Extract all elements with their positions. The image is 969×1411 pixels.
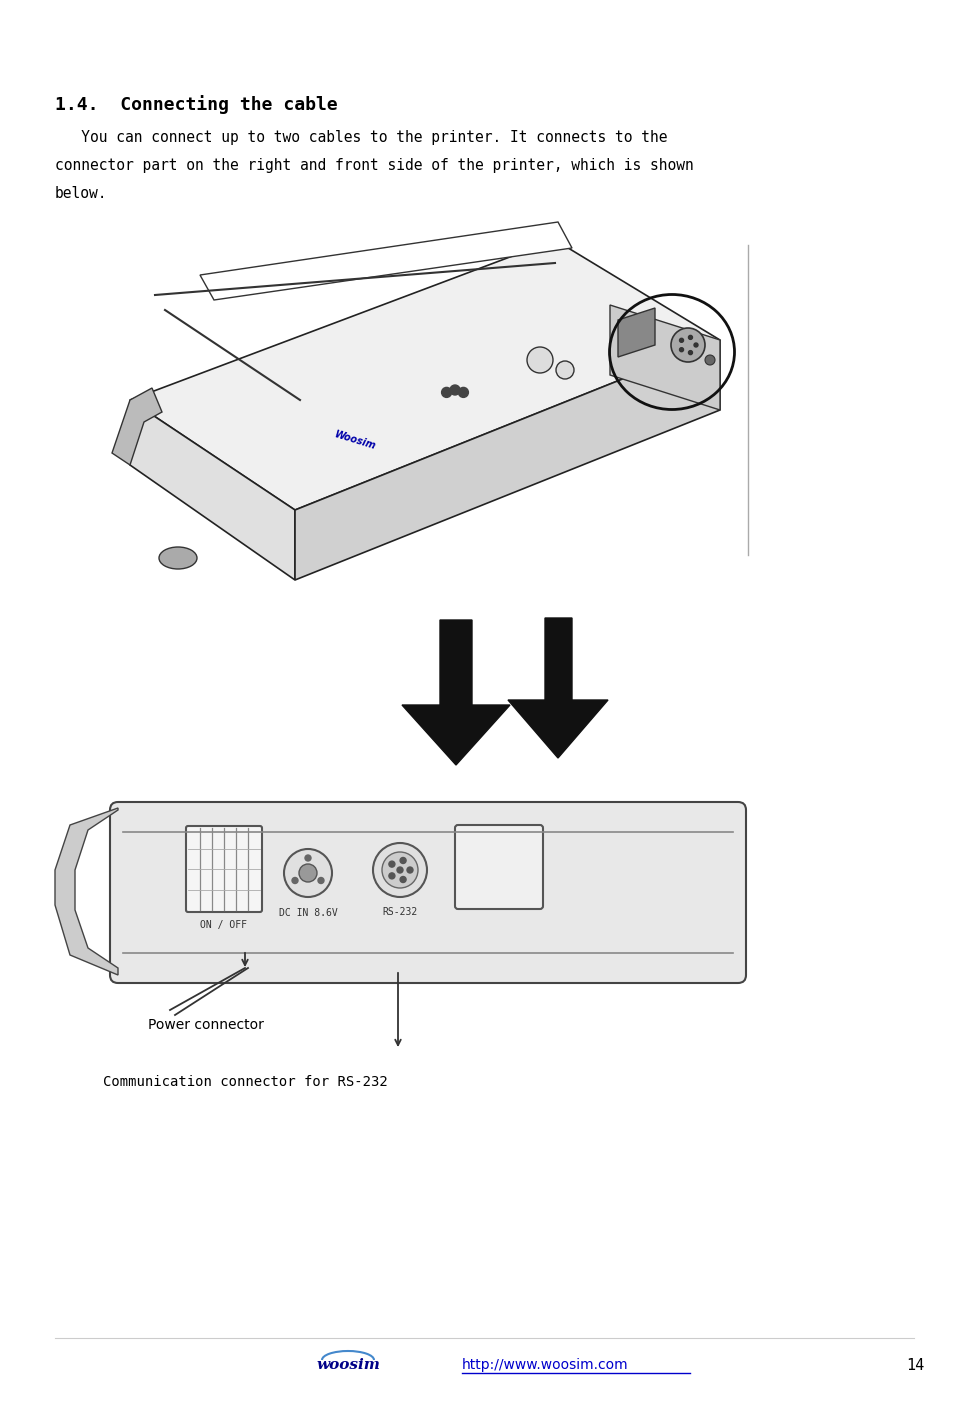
Polygon shape <box>618 308 655 357</box>
Polygon shape <box>200 222 572 301</box>
Circle shape <box>688 336 693 340</box>
Text: You can connect up to two cables to the printer. It connects to the: You can connect up to two cables to the … <box>55 130 668 145</box>
Circle shape <box>400 876 406 882</box>
Text: DC IN 8.6V: DC IN 8.6V <box>279 909 337 919</box>
Polygon shape <box>295 340 720 580</box>
Circle shape <box>458 388 468 398</box>
Circle shape <box>397 866 403 873</box>
Text: below.: below. <box>55 186 108 200</box>
Text: http://www.woosim.com: http://www.woosim.com <box>462 1357 629 1371</box>
Text: ON / OFF: ON / OFF <box>201 920 247 930</box>
Circle shape <box>407 866 413 873</box>
Polygon shape <box>508 618 608 758</box>
Text: 1.4.  Connecting the cable: 1.4. Connecting the cable <box>55 95 338 114</box>
Circle shape <box>318 878 324 883</box>
Circle shape <box>382 852 418 888</box>
Text: Woosim: Woosim <box>333 429 377 452</box>
Circle shape <box>688 350 693 354</box>
Polygon shape <box>610 305 720 411</box>
Polygon shape <box>402 619 510 765</box>
Polygon shape <box>130 240 720 509</box>
Circle shape <box>292 878 298 883</box>
FancyBboxPatch shape <box>110 801 746 983</box>
Circle shape <box>450 385 460 395</box>
Circle shape <box>284 849 332 897</box>
Circle shape <box>671 327 705 363</box>
Text: Communication connector for RS-232: Communication connector for RS-232 <box>103 1075 388 1089</box>
Polygon shape <box>130 399 295 580</box>
Text: RS-232: RS-232 <box>383 907 418 917</box>
Text: woosim: woosim <box>316 1357 380 1371</box>
Circle shape <box>389 861 395 868</box>
Circle shape <box>556 361 574 380</box>
Circle shape <box>442 388 452 398</box>
Circle shape <box>400 858 406 864</box>
Polygon shape <box>112 388 162 466</box>
Circle shape <box>389 873 395 879</box>
Circle shape <box>679 339 683 343</box>
Circle shape <box>373 842 427 897</box>
Ellipse shape <box>159 547 197 569</box>
Circle shape <box>694 343 698 347</box>
Polygon shape <box>55 809 118 975</box>
FancyBboxPatch shape <box>186 825 262 912</box>
Text: 14: 14 <box>906 1357 924 1373</box>
Circle shape <box>305 855 311 861</box>
Circle shape <box>705 356 715 365</box>
Circle shape <box>299 864 317 882</box>
Circle shape <box>679 347 683 351</box>
FancyBboxPatch shape <box>455 825 543 909</box>
Text: Power connector: Power connector <box>148 1017 264 1031</box>
Circle shape <box>527 347 553 373</box>
Text: connector part on the right and front side of the printer, which is shown: connector part on the right and front si… <box>55 158 694 174</box>
